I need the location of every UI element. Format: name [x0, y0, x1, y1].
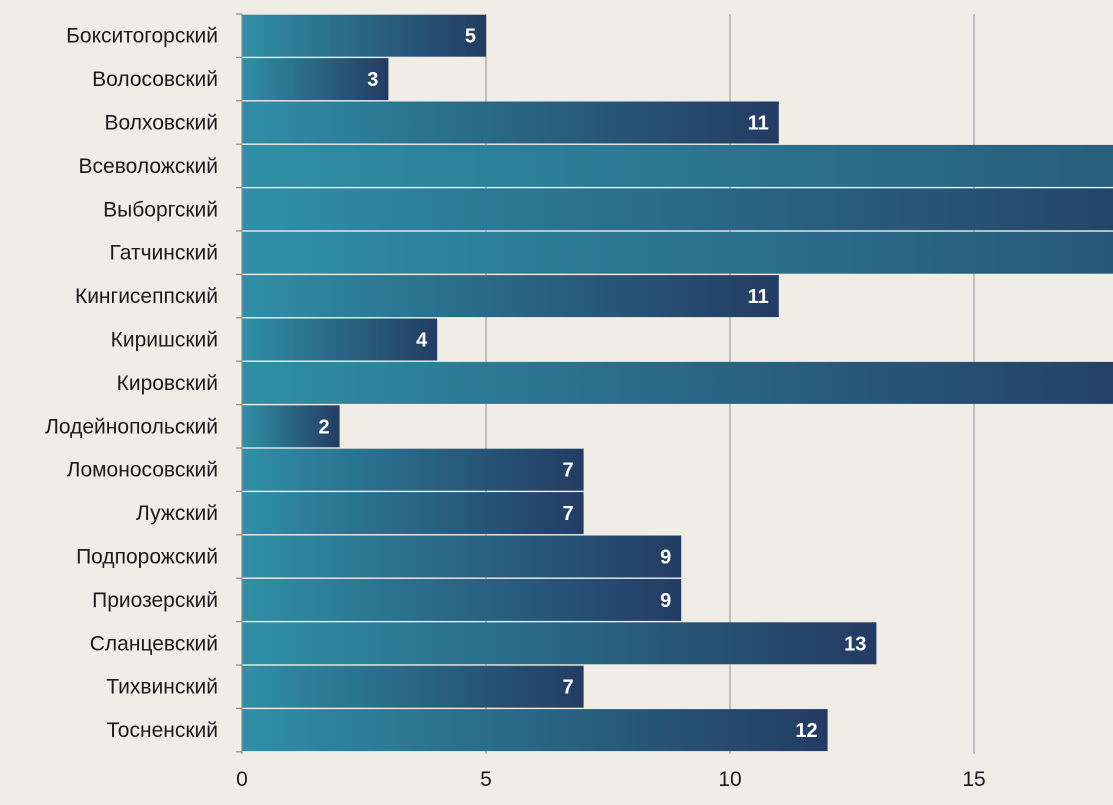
- bar: [242, 14, 486, 57]
- data-label: 12: [795, 720, 817, 742]
- data-label: 9: [660, 547, 671, 569]
- category-label: Сланцевский: [90, 632, 218, 655]
- data-label: 7: [562, 677, 573, 699]
- data-label: 11: [748, 286, 769, 308]
- category-label: Ломоносовский: [67, 459, 218, 482]
- category-label: Гатчинский: [110, 242, 218, 265]
- bar: [242, 318, 438, 361]
- bars: [242, 14, 1113, 752]
- data-label: 9: [660, 590, 671, 612]
- data-label: 5: [465, 26, 476, 48]
- category-label: Всеволожский: [79, 155, 218, 178]
- y-axis: [236, 13, 243, 754]
- data-label: 7: [562, 460, 573, 482]
- bar: [242, 188, 1113, 231]
- bar: [242, 275, 779, 318]
- x-tick-label: 0: [236, 768, 248, 791]
- category-label: Волховский: [105, 112, 219, 135]
- data-label: 2: [318, 416, 329, 438]
- bar: [242, 622, 877, 665]
- bar: [242, 231, 1113, 274]
- x-tick-label: 10: [718, 768, 741, 791]
- x-axis-tick-labels: 05101520253035: [236, 768, 986, 791]
- x-tick-label: 5: [480, 768, 492, 791]
- bar: [242, 492, 584, 535]
- bar: [242, 535, 682, 578]
- category-label: Бокситогорский: [66, 25, 218, 48]
- data-label: 4: [416, 330, 428, 352]
- bar: [242, 405, 340, 448]
- category-label: Лужский: [136, 502, 218, 525]
- bar: [242, 709, 828, 752]
- category-label: Подпорожский: [76, 546, 218, 569]
- bar: [242, 58, 389, 101]
- category-label: Кировский: [117, 372, 218, 395]
- category-label: Волосовский: [92, 68, 218, 91]
- bar: [242, 665, 584, 708]
- category-labels: Бокситогорский Волосовский Волховский Всево…: [45, 25, 218, 742]
- category-label: Киришский: [111, 329, 218, 352]
- category-label: Тосненский: [107, 719, 218, 742]
- data-label: 3: [367, 69, 378, 91]
- category-label: Лодейнопольский: [45, 415, 218, 438]
- bar: [242, 101, 779, 144]
- bar: [242, 448, 584, 491]
- data-labels: 5311302027114192779913712: [318, 26, 866, 742]
- bar: [242, 144, 1113, 187]
- category-label: Выборгский: [103, 198, 218, 221]
- data-label: 13: [844, 633, 866, 655]
- category-label: Тихвинский: [106, 676, 218, 699]
- category-label: Приозерский: [92, 589, 218, 612]
- bar: [242, 361, 1113, 404]
- data-label: 7: [562, 503, 573, 525]
- category-label: Кингисеппский: [75, 285, 218, 308]
- bar: [242, 578, 682, 621]
- data-label: 11: [748, 113, 769, 135]
- x-tick-label: 15: [962, 768, 985, 791]
